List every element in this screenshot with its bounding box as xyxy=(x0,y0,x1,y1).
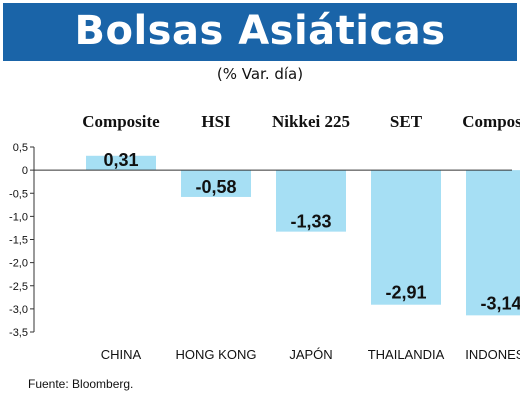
y-tick-label: -3,0 xyxy=(9,304,28,316)
y-axis: 0,5 0 -0,5 -1,0 -1,5 -2,0 -2,5 -3,0 -3,5 xyxy=(9,142,512,339)
data-label: -3,14 xyxy=(480,293,520,313)
index-label: Nikkei 225 xyxy=(272,112,350,131)
index-labels: Composite HSI Nikkei 225 SET Composite xyxy=(82,112,520,131)
category-label: JAPÓN xyxy=(289,347,332,362)
data-labels: 0,31 -0,58 -1,33 -2,91 -3,14 xyxy=(103,150,520,313)
data-label: 0,31 xyxy=(103,150,138,170)
data-label: -1,33 xyxy=(290,212,331,232)
category-label: THAILANDIA xyxy=(368,347,445,362)
title-banner xyxy=(3,3,517,61)
source-note: Fuente: Bloomberg. xyxy=(28,377,134,391)
data-label: -2,91 xyxy=(385,283,426,303)
y-tick-label: -1,5 xyxy=(9,235,28,247)
bar xyxy=(181,170,251,197)
y-tick-label: 0 xyxy=(22,165,28,177)
chart-subtitle: (% Var. día) xyxy=(216,65,304,83)
y-tick-label: -1,0 xyxy=(9,211,28,223)
data-label: -0,58 xyxy=(195,177,236,197)
bar xyxy=(276,170,346,232)
index-label: HSI xyxy=(201,112,231,131)
bar xyxy=(466,170,520,316)
y-tick-label: -0,5 xyxy=(9,188,28,200)
y-tick-label: -2,0 xyxy=(9,258,28,270)
category-label: INDONESIA xyxy=(465,347,520,362)
bars xyxy=(86,155,520,316)
bar xyxy=(86,155,156,171)
index-label: Composite xyxy=(82,112,160,131)
chart-title: Bolsas Asiáticas xyxy=(74,8,446,54)
index-label: Composite xyxy=(462,112,520,131)
y-tick-label: -2,5 xyxy=(9,281,28,293)
category-label: CHINA xyxy=(101,347,142,362)
bar xyxy=(371,170,441,305)
category-label: HONG KONG xyxy=(176,347,257,362)
index-label: SET xyxy=(390,112,423,131)
category-labels: CHINA HONG KONG JAPÓN THAILANDIA INDONESIA xyxy=(101,347,520,362)
y-tick-label: -3,5 xyxy=(9,327,28,339)
y-tick-label: 0,5 xyxy=(13,142,28,154)
